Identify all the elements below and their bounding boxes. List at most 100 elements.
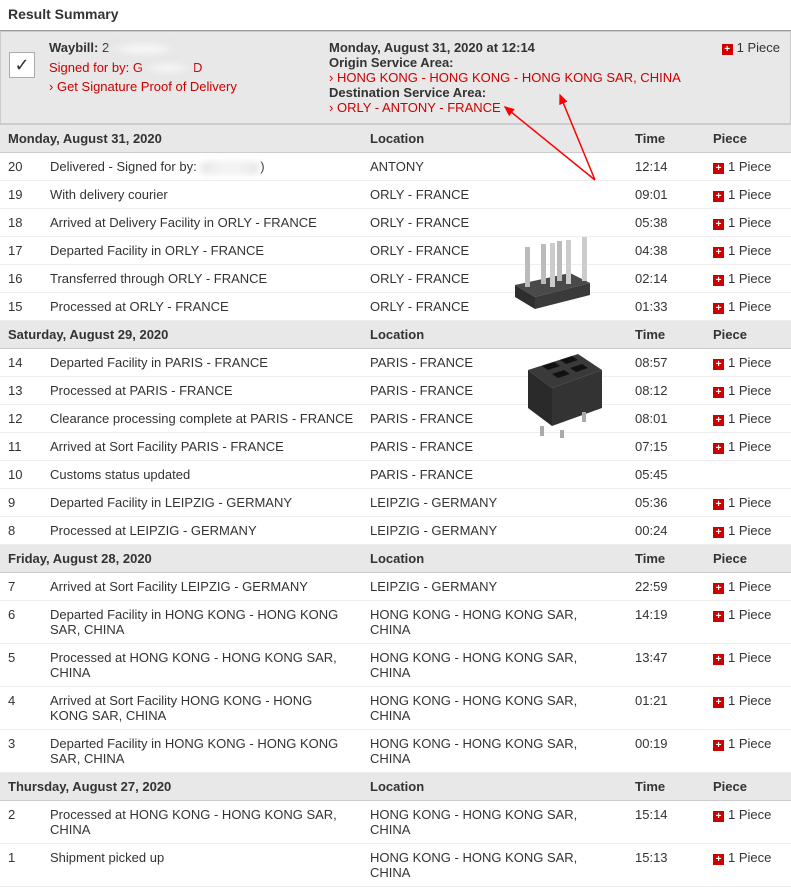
tracking-row: 4Arrived at Sort Facility HONG KONG - HO…	[0, 687, 791, 730]
event-time: 08:12	[627, 377, 705, 405]
event-desc: Processed at LEIPZIG - GERMANY	[42, 517, 362, 545]
event-location: LEIPZIG - GERMANY	[362, 573, 627, 601]
event-piece: +1 Piece	[705, 644, 791, 687]
delivered-check-icon: ✓	[9, 52, 35, 78]
origin-value: HONG KONG - HONG KONG - HONG KONG SAR, C…	[329, 70, 782, 85]
plus-icon[interactable]: +	[713, 811, 724, 822]
event-piece: +1 Piece	[705, 181, 791, 209]
event-piece: +1 Piece	[705, 517, 791, 545]
event-time: 01:21	[627, 687, 705, 730]
event-desc: Arrived at Sort Facility PARIS - FRANCE	[42, 433, 362, 461]
plus-icon[interactable]: +	[713, 740, 724, 751]
event-desc: Processed at ORLY - FRANCE	[42, 293, 362, 321]
event-desc: Processed at HONG KONG - HONG KONG SAR, …	[42, 801, 362, 844]
event-number: 4	[0, 687, 42, 730]
event-desc: Arrived at Delivery Facility in ORLY - F…	[42, 209, 362, 237]
event-piece: +1 Piece	[705, 153, 791, 181]
plus-icon[interactable]: +	[713, 303, 724, 314]
event-piece: +1 Piece	[705, 209, 791, 237]
event-location: PARIS - FRANCE	[362, 461, 627, 489]
get-proof-link[interactable]: Get Signature Proof of Delivery	[49, 79, 329, 94]
event-desc: With delivery courier	[42, 181, 362, 209]
tracking-row: 17Departed Facility in ORLY - FRANCEORLY…	[0, 237, 791, 265]
event-number: 2	[0, 801, 42, 844]
event-location: ORLY - FRANCE	[362, 265, 627, 293]
event-piece: +1 Piece	[705, 801, 791, 844]
event-number: 16	[0, 265, 42, 293]
event-desc: Departed Facility in HONG KONG - HONG KO…	[42, 730, 362, 773]
tracking-row: 10Customs status updatedPARIS - FRANCE05…	[0, 461, 791, 489]
event-time: 15:14	[627, 801, 705, 844]
event-time: 02:14	[627, 265, 705, 293]
tracking-row: 14Departed Facility in PARIS - FRANCEPAR…	[0, 349, 791, 377]
event-piece: +1 Piece	[705, 293, 791, 321]
plus-icon[interactable]: +	[713, 219, 724, 230]
plus-icon[interactable]: +	[713, 697, 724, 708]
plus-icon[interactable]: +	[713, 611, 724, 622]
event-location: HONG KONG - HONG KONG SAR, CHINA	[362, 687, 627, 730]
event-number: 11	[0, 433, 42, 461]
date-group-header: Thursday, August 27, 2020LocationTimePie…	[0, 773, 791, 801]
plus-icon[interactable]: +	[713, 443, 724, 454]
event-desc: Arrived at Sort Facility LEIPZIG - GERMA…	[42, 573, 362, 601]
event-piece: +1 Piece	[705, 489, 791, 517]
tracking-row: 7Arrived at Sort Facility LEIPZIG - GERM…	[0, 573, 791, 601]
tracking-row: 19With delivery courierORLY - FRANCE09:0…	[0, 181, 791, 209]
event-location: PARIS - FRANCE	[362, 349, 627, 377]
plus-icon[interactable]: +	[713, 387, 724, 398]
event-piece: +1 Piece	[705, 730, 791, 773]
event-number: 8	[0, 517, 42, 545]
event-desc: Departed Facility in LEIPZIG - GERMANY	[42, 489, 362, 517]
event-number: 20	[0, 153, 42, 181]
event-number: 18	[0, 209, 42, 237]
plus-icon[interactable]: +	[713, 359, 724, 370]
signed-for-by: Signed for by: GD	[49, 60, 329, 75]
event-time: 22:59	[627, 573, 705, 601]
tracking-row: 13Processed at PARIS - FRANCEPARIS - FRA…	[0, 377, 791, 405]
event-number: 3	[0, 730, 42, 773]
plus-icon[interactable]: +	[713, 854, 724, 865]
event-piece: +1 Piece	[705, 601, 791, 644]
event-time: 00:24	[627, 517, 705, 545]
plus-icon[interactable]: +	[713, 247, 724, 258]
event-location: HONG KONG - HONG KONG SAR, CHINA	[362, 730, 627, 773]
plus-icon[interactable]: +	[713, 415, 724, 426]
event-time: 05:36	[627, 489, 705, 517]
event-piece: +1 Piece	[705, 405, 791, 433]
plus-icon[interactable]: +	[713, 275, 724, 286]
event-location: HONG KONG - HONG KONG SAR, CHINA	[362, 644, 627, 687]
event-number: 15	[0, 293, 42, 321]
top-piece: +1 Piece	[722, 40, 780, 55]
event-desc: Departed Facility in ORLY - FRANCE	[42, 237, 362, 265]
plus-icon[interactable]: +	[713, 654, 724, 665]
event-location: HONG KONG - HONG KONG SAR, CHINA	[362, 601, 627, 644]
event-desc: Delivered - Signed for by: )	[42, 153, 362, 181]
event-location: ORLY - FRANCE	[362, 181, 627, 209]
summary-box: ✓ Waybill: 2 Signed for by: GD Get Signa…	[0, 31, 791, 124]
event-piece: +1 Piece	[705, 237, 791, 265]
dest-label: Destination Service Area:	[329, 85, 782, 100]
signed-suffix: D	[193, 60, 202, 75]
plus-icon[interactable]: +	[713, 191, 724, 202]
event-location: ORLY - FRANCE	[362, 293, 627, 321]
tracking-row: 8Processed at LEIPZIG - GERMANYLEIPZIG -…	[0, 517, 791, 545]
event-desc: Shipment picked up	[42, 844, 362, 887]
event-number: 10	[0, 461, 42, 489]
plus-icon[interactable]: +	[713, 583, 724, 594]
event-time: 15:13	[627, 844, 705, 887]
tracking-table: Monday, August 31, 2020LocationTimePiece…	[0, 124, 791, 887]
event-time: 01:33	[627, 293, 705, 321]
plus-icon[interactable]: +	[713, 163, 724, 174]
event-piece: +1 Piece	[705, 377, 791, 405]
event-location: ANTONY	[362, 153, 627, 181]
tracking-row: 11Arrived at Sort Facility PARIS - FRANC…	[0, 433, 791, 461]
plus-icon[interactable]: +	[722, 44, 733, 55]
event-time: 08:01	[627, 405, 705, 433]
event-piece: +1 Piece	[705, 573, 791, 601]
event-number: 19	[0, 181, 42, 209]
plus-icon[interactable]: +	[713, 499, 724, 510]
plus-icon[interactable]: +	[713, 527, 724, 538]
date-group-header: Monday, August 31, 2020LocationTimePiece	[0, 125, 791, 153]
event-number: 13	[0, 377, 42, 405]
event-piece	[705, 461, 791, 489]
